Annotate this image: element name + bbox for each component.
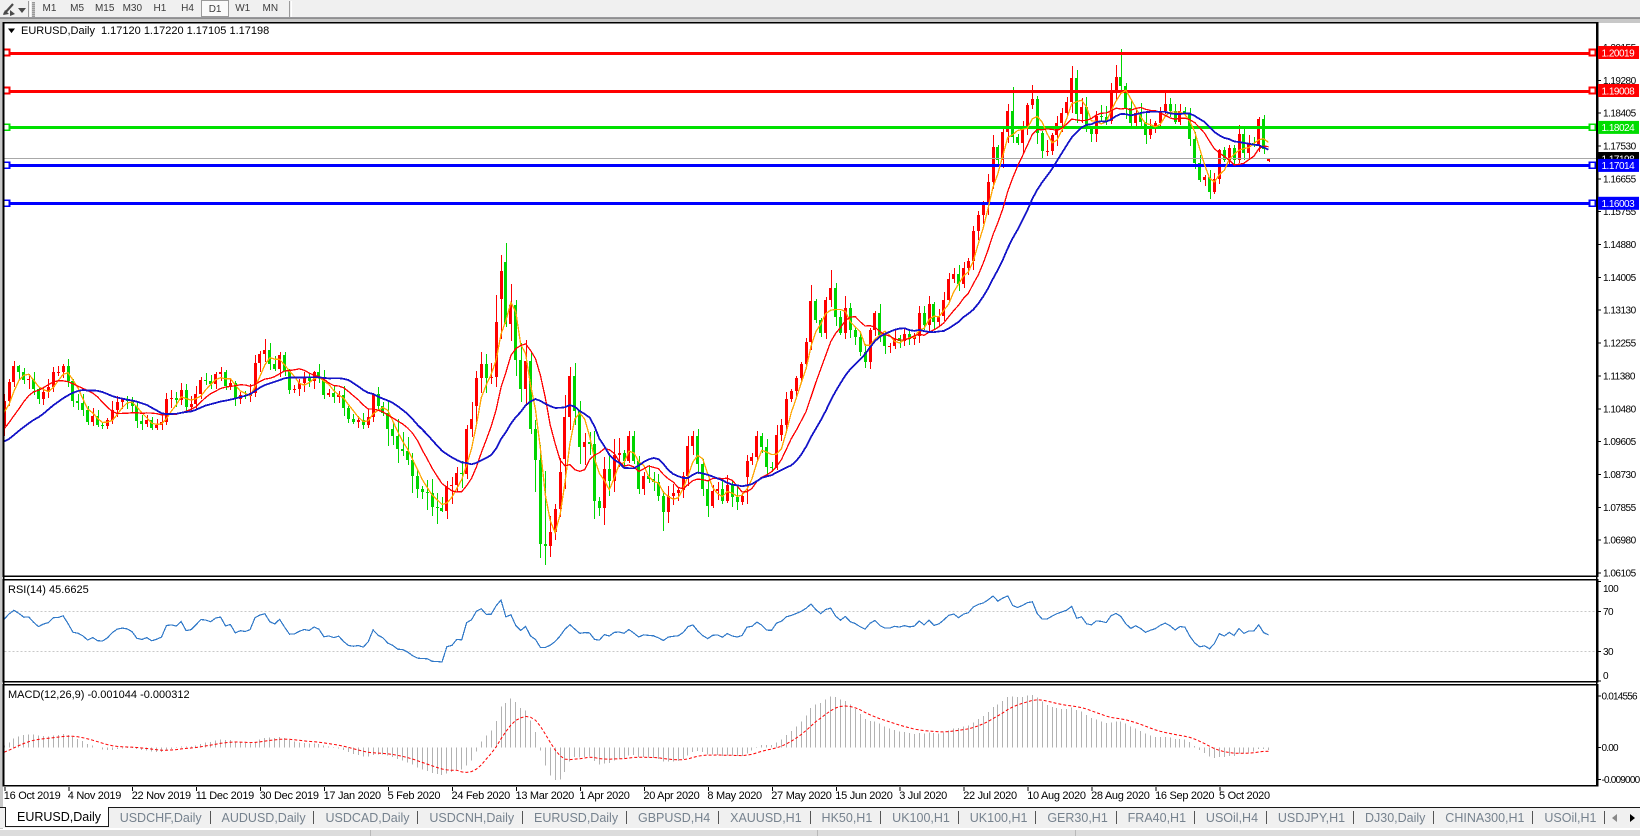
svg-text:1.06105: 1.06105 — [1603, 569, 1637, 580]
svg-text:22 Jul 2020: 22 Jul 2020 — [963, 790, 1017, 802]
svg-text:1.17014: 1.17014 — [1602, 161, 1636, 172]
svg-text:100: 100 — [1603, 584, 1619, 595]
svg-text:28 Aug 2020: 28 Aug 2020 — [1091, 790, 1150, 802]
svg-text:1.15755: 1.15755 — [1603, 207, 1637, 218]
svg-text:1.14880: 1.14880 — [1603, 240, 1637, 251]
svg-text:10 Aug 2020: 10 Aug 2020 — [1027, 790, 1086, 802]
svg-text:1.17530: 1.17530 — [1603, 142, 1637, 153]
svg-text:1.16003: 1.16003 — [1602, 199, 1636, 210]
svg-text:EURUSD,Daily: EURUSD,Daily — [21, 25, 95, 37]
svg-text:1.10480: 1.10480 — [1603, 404, 1637, 415]
svg-text:1.19280: 1.19280 — [1603, 76, 1637, 87]
svg-text:24 Feb 2020: 24 Feb 2020 — [452, 790, 511, 802]
svg-text:0.00: 0.00 — [1602, 743, 1620, 754]
svg-text:1.12255: 1.12255 — [1603, 339, 1637, 350]
svg-text:1 Apr 2020: 1 Apr 2020 — [579, 790, 629, 802]
svg-text:22 Nov 2019: 22 Nov 2019 — [132, 790, 191, 802]
svg-text:1.07855: 1.07855 — [1603, 503, 1637, 514]
svg-text:1.09605: 1.09605 — [1603, 437, 1637, 448]
svg-text:4 Nov 2019: 4 Nov 2019 — [68, 790, 121, 802]
svg-text:MACD(12,26,9) -0.001044 -0.000: MACD(12,26,9) -0.001044 -0.000312 — [8, 689, 190, 701]
svg-text:30: 30 — [1603, 647, 1614, 658]
svg-text:11 Dec 2019: 11 Dec 2019 — [196, 790, 254, 802]
svg-text:70: 70 — [1603, 607, 1614, 618]
svg-text:27 May 2020: 27 May 2020 — [771, 790, 831, 802]
svg-text:1.18405: 1.18405 — [1603, 109, 1637, 120]
svg-text:1.16655: 1.16655 — [1603, 174, 1637, 185]
svg-text:3 Jul 2020: 3 Jul 2020 — [899, 790, 947, 802]
svg-text:5 Feb 2020: 5 Feb 2020 — [388, 790, 441, 802]
svg-text:8 May 2020: 8 May 2020 — [707, 790, 762, 802]
svg-text:20 Apr 2020: 20 Apr 2020 — [643, 790, 699, 802]
svg-text:1.08730: 1.08730 — [1603, 470, 1637, 481]
svg-text:16 Sep 2020: 16 Sep 2020 — [1155, 790, 1214, 802]
svg-text:13 Mar 2020: 13 Mar 2020 — [516, 790, 575, 802]
svg-text:5 Oct 2020: 5 Oct 2020 — [1219, 790, 1270, 802]
svg-text:1.14005: 1.14005 — [1603, 273, 1637, 284]
svg-text:0: 0 — [1603, 671, 1609, 682]
svg-text:1.18024: 1.18024 — [1602, 123, 1636, 134]
svg-text:1.20019: 1.20019 — [1602, 48, 1636, 59]
svg-text:1.06980: 1.06980 — [1603, 536, 1637, 547]
svg-text:16 Oct 2019: 16 Oct 2019 — [4, 790, 61, 802]
svg-text:RSI(14) 45.6625: RSI(14) 45.6625 — [8, 584, 89, 596]
svg-text:1.11380: 1.11380 — [1603, 371, 1636, 382]
svg-text:0.014556: 0.014556 — [1602, 692, 1639, 703]
svg-text:1.13130: 1.13130 — [1603, 306, 1637, 317]
svg-text:1.17120 1.17220 1.17105 1.1719: 1.17120 1.17220 1.17105 1.17198 — [101, 25, 269, 37]
svg-text:1.19008: 1.19008 — [1602, 86, 1636, 97]
svg-text:30 Dec 2019: 30 Dec 2019 — [260, 790, 319, 802]
svg-text:15 Jun 2020: 15 Jun 2020 — [835, 790, 892, 802]
svg-text:-0.0090001: -0.0090001 — [1602, 775, 1640, 786]
svg-text:17 Jan 2020: 17 Jan 2020 — [324, 790, 381, 802]
